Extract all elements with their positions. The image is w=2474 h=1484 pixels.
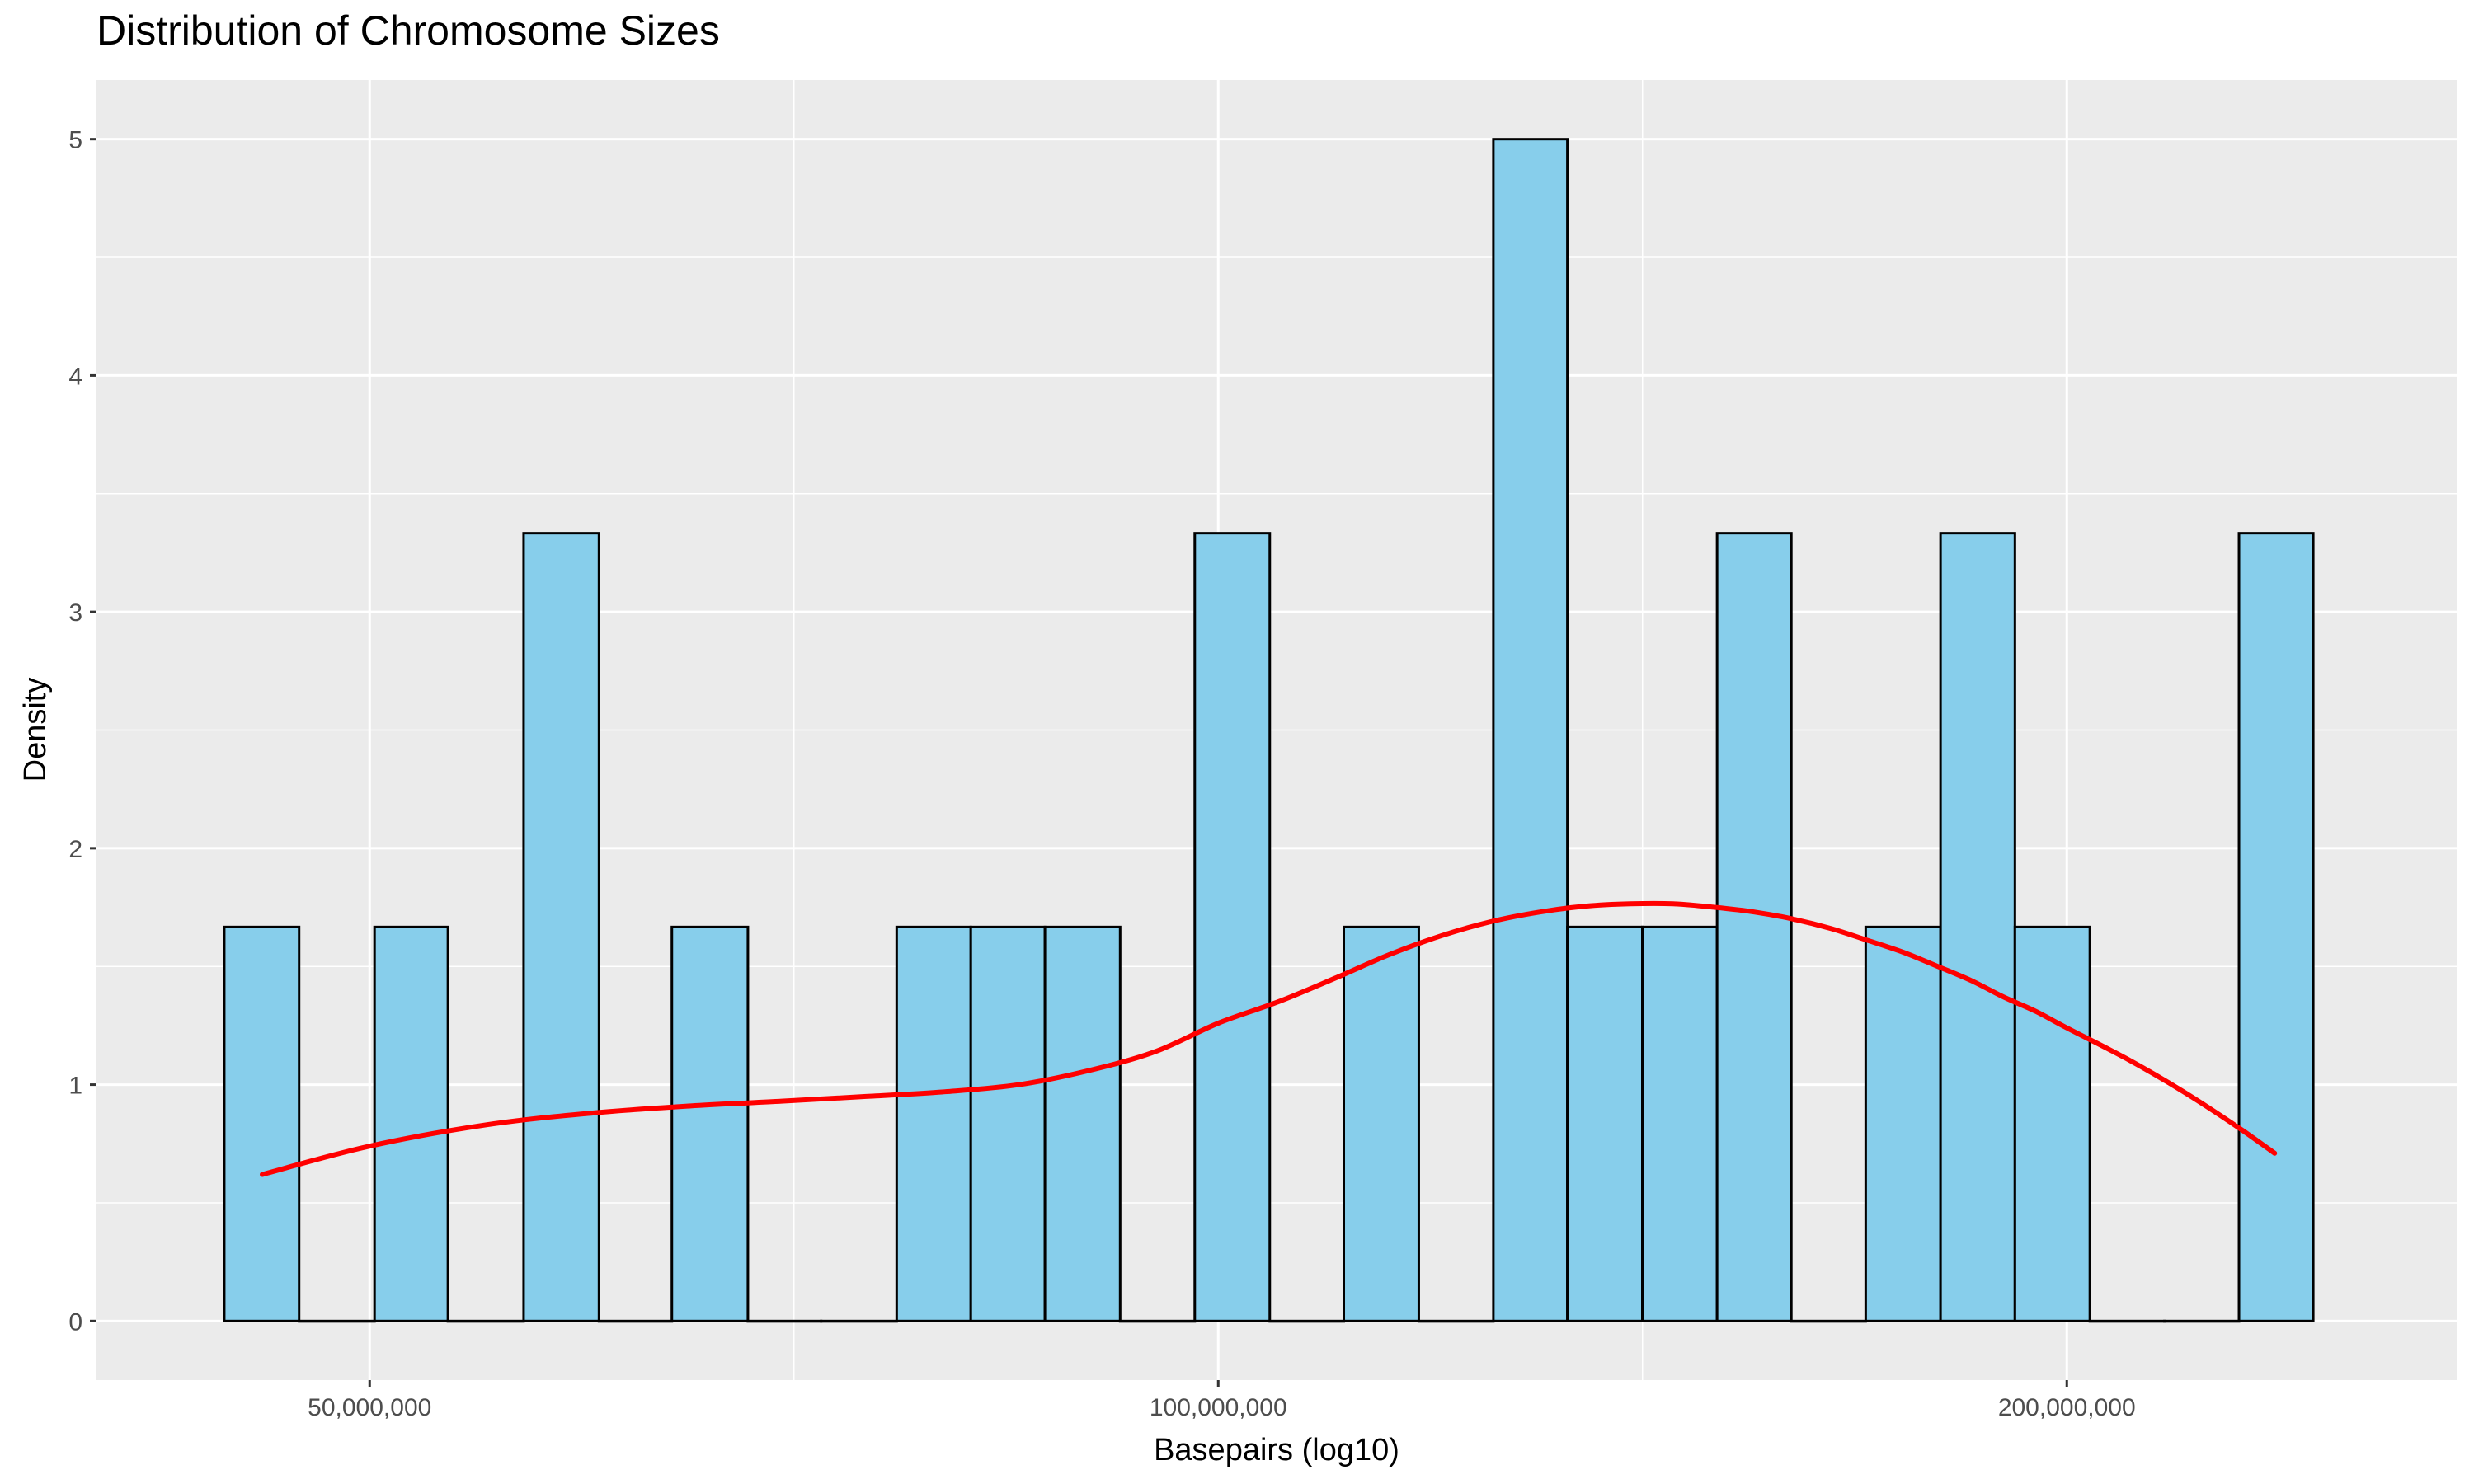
histogram-bar xyxy=(1268,1319,1346,1323)
density-curve xyxy=(260,900,2278,1177)
histogram-bar xyxy=(522,532,600,1322)
histogram-bar xyxy=(1939,532,2016,1322)
y-tick-label: 3 xyxy=(68,599,82,627)
histogram-bar xyxy=(746,1319,823,1323)
histogram-bar xyxy=(895,925,972,1322)
histogram-bar xyxy=(1566,925,1644,1322)
x-axis-title: Basepairs (log10) xyxy=(1154,1433,1399,1468)
histogram-bar xyxy=(2013,925,2091,1322)
histogram-bar xyxy=(373,925,449,1322)
histogram-bar xyxy=(1193,532,1272,1322)
histogram-bar xyxy=(1118,1319,1197,1323)
y-tick-label: 4 xyxy=(68,363,82,390)
x-axis-ticks: 50,000,000 100,000,000 200,000,000 xyxy=(308,1380,2136,1421)
histogram-bar xyxy=(670,925,750,1322)
histogram-bar xyxy=(1043,925,1122,1322)
histogram-bar xyxy=(1790,1319,1867,1323)
histogram-bar xyxy=(1715,532,1793,1322)
histogram-bar xyxy=(2088,1319,2166,1323)
histogram-bar xyxy=(597,1319,674,1323)
histogram-bar xyxy=(1343,925,1420,1322)
histogram-bar xyxy=(2163,1319,2241,1323)
y-axis-title: Density xyxy=(18,678,53,782)
y-axis-ticks: 0 1 2 3 4 5 xyxy=(68,127,96,1336)
chart-title: Distribution of Chromosome Sizes xyxy=(96,7,720,54)
histogram-bar xyxy=(969,925,1047,1322)
y-tick-label: 1 xyxy=(68,1073,82,1100)
histogram-bar xyxy=(298,1319,376,1323)
histogram-bar xyxy=(446,1319,525,1323)
histogram-bar xyxy=(1641,925,1719,1322)
y-tick-label: 2 xyxy=(68,836,82,863)
y-tick-label: 0 xyxy=(68,1308,82,1336)
histogram-bar xyxy=(1417,1319,1495,1323)
y-tick-label: 5 xyxy=(68,127,82,154)
x-tick-label: 200,000,000 xyxy=(1998,1394,2136,1421)
histogram-bar xyxy=(1492,138,1569,1322)
histogram-bar xyxy=(820,1319,898,1323)
x-tick-label: 50,000,000 xyxy=(308,1394,431,1421)
histogram-bar xyxy=(223,925,301,1322)
histogram-bar xyxy=(1864,925,1942,1322)
histogram-bars xyxy=(223,138,2315,1323)
x-tick-label: 100,000,000 xyxy=(1150,1394,1287,1421)
histogram-bar xyxy=(2237,532,2315,1322)
